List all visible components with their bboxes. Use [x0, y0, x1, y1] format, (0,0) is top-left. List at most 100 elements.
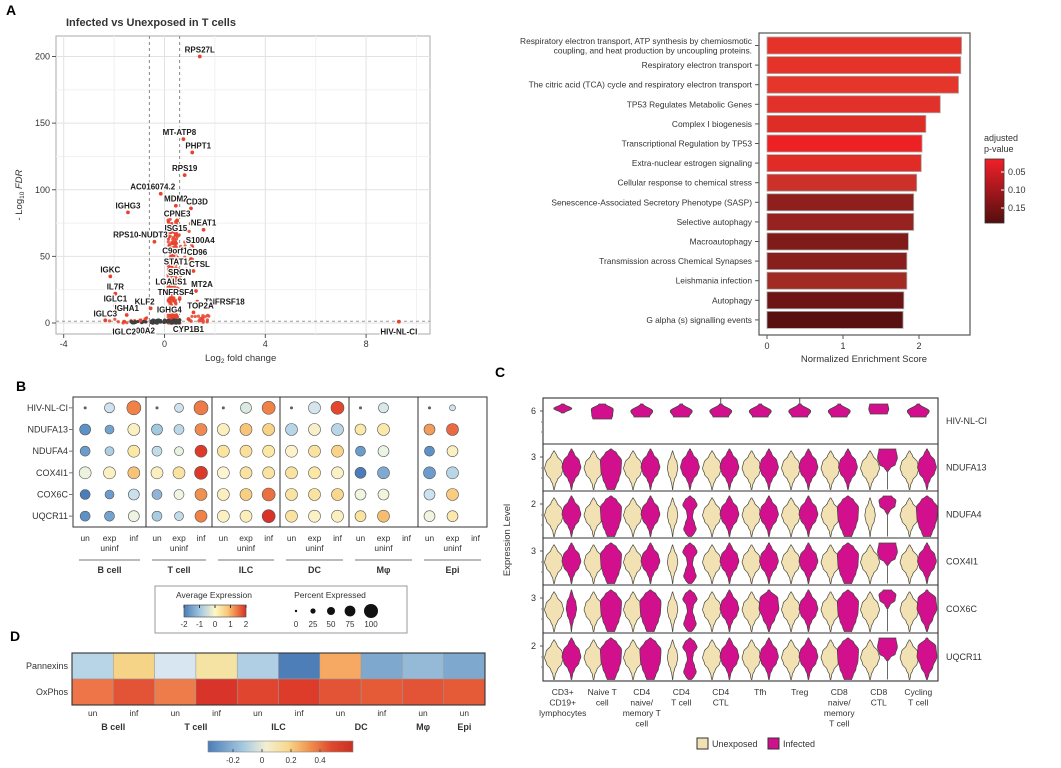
- bar-category-label: Respiratory electron transport: [642, 60, 753, 70]
- heatmap-cell: [195, 652, 238, 680]
- pct-tick-label: 0: [294, 620, 299, 629]
- sig-point: [179, 244, 183, 248]
- sig-point: [177, 250, 181, 255]
- sig-point: [170, 261, 174, 266]
- bar-category-label: Cellular response to chemical stress: [617, 178, 752, 188]
- labeled-gene-point: [173, 233, 178, 237]
- violin-gene-label: HIV-NL-CI: [946, 416, 987, 426]
- x-tick-label: 0: [764, 341, 769, 351]
- expression-dot: [285, 444, 298, 458]
- sig-point: [193, 314, 197, 319]
- enrichment-bar: [766, 193, 915, 212]
- heatmap-cell: [278, 678, 321, 706]
- violin-infected: [836, 637, 859, 680]
- expression-dot: [151, 510, 163, 522]
- heatmap-colorbar-tick-label: 0: [260, 756, 265, 765]
- gene-label: CD3D: [186, 197, 208, 206]
- avg-tick-label: 2: [244, 620, 249, 629]
- heatmap-condition-label: inf: [212, 708, 222, 718]
- bar-category-label: Leishmania infection: [676, 276, 753, 286]
- violin-infected: [759, 542, 779, 584]
- sig-point: [173, 223, 177, 227]
- violin-infected: [916, 637, 938, 680]
- sig-point: [167, 297, 171, 301]
- violin-category-label: naive/: [828, 698, 851, 708]
- expression-dot: [377, 423, 390, 436]
- dotplot-gene-label: COX6C: [37, 490, 69, 500]
- sig-point: [168, 267, 172, 272]
- sig-point: [168, 252, 173, 256]
- labeled-gene-point: [190, 150, 195, 155]
- labeled-gene-point: [186, 317, 191, 321]
- condition-label: exp: [239, 533, 253, 543]
- sig-point: [168, 257, 173, 261]
- sig-point: [171, 299, 175, 303]
- avg-tick-label: 1: [228, 620, 233, 629]
- gene-label: TNFRSF18: [204, 298, 245, 307]
- heatmap-cell: [319, 678, 362, 706]
- violin-unexposed: [667, 591, 679, 632]
- condition-sub-label: uninf: [170, 543, 189, 553]
- violin-infected: [878, 589, 897, 610]
- legend-title: p-value: [984, 144, 1014, 154]
- heatmap-border: [71, 652, 486, 706]
- volcano-title: Infected vs Unexposed in T cells: [66, 17, 236, 29]
- violin-infected: [798, 448, 819, 490]
- violin-infected: [915, 495, 938, 537]
- condition-label: un: [219, 533, 229, 543]
- labeled-gene-point: [189, 206, 193, 211]
- legend-label-unexposed: Unexposed: [712, 739, 758, 749]
- violin-category-label: CD4: [673, 687, 690, 697]
- legend-title: adjusted: [984, 133, 1018, 143]
- pct-dot: [294, 609, 298, 613]
- x-tick-label: 0: [162, 339, 167, 349]
- expression-dot: [79, 510, 91, 522]
- labeled-gene-point: [108, 274, 113, 279]
- expression-dot: [155, 406, 159, 410]
- pct-tick-label: 50: [327, 620, 336, 629]
- panel-c-label: C: [495, 364, 506, 380]
- sig-point: [178, 280, 182, 284]
- expression-dot: [104, 424, 115, 435]
- violin-infected: [798, 589, 819, 632]
- enrichment-bar: [766, 252, 908, 271]
- y-tick-label: 0: [45, 318, 50, 328]
- heatmap-condition-label: un: [171, 708, 181, 718]
- violin-category-label: T cell: [671, 698, 691, 708]
- sig-point: [199, 319, 203, 323]
- sig-point: [183, 240, 187, 244]
- expression-dot: [377, 509, 390, 523]
- heatmap-condition-label: inf: [377, 708, 387, 718]
- expression-dot: [354, 467, 367, 479]
- violin-infected: [561, 448, 582, 490]
- expression-dot: [193, 400, 209, 416]
- expression-dot: [354, 510, 367, 522]
- violin-infected: [917, 542, 937, 584]
- sig-point: [183, 255, 187, 259]
- expression-dot: [126, 400, 142, 416]
- volcano-plot: RPS27L MT-ATP8 PHPT1 RPS19 AC016074.2 IGHG3 MD…: [14, 17, 431, 365]
- ns-point: [129, 320, 133, 324]
- avg-tick-label: -2: [180, 620, 188, 629]
- gene-label: LGALS1: [155, 277, 187, 286]
- sig-point: [205, 320, 209, 324]
- sig-point: [170, 282, 175, 286]
- expression-dot: [424, 445, 435, 457]
- heatmap-cell: [360, 652, 403, 680]
- sig-point: [166, 278, 171, 282]
- expression-dot: [308, 488, 321, 501]
- gene-label: NEAT1: [191, 219, 217, 228]
- gene-label: RPS10-NUDT3: [113, 231, 168, 240]
- pct-tick-label: 75: [346, 620, 355, 629]
- expression-dot: [446, 510, 459, 522]
- expression-dot: [83, 406, 87, 410]
- condition-label: exp: [446, 533, 460, 543]
- expression-dot: [446, 466, 459, 480]
- labeled-gene-point: [191, 269, 196, 273]
- heatmap-group-label: Mφ: [416, 722, 430, 732]
- sig-point: [172, 230, 176, 235]
- expression-dot: [377, 445, 390, 457]
- violin-category-label: cell: [635, 719, 648, 729]
- legend-swatch-infected: [767, 737, 780, 750]
- labeled-gene-point: [124, 313, 129, 317]
